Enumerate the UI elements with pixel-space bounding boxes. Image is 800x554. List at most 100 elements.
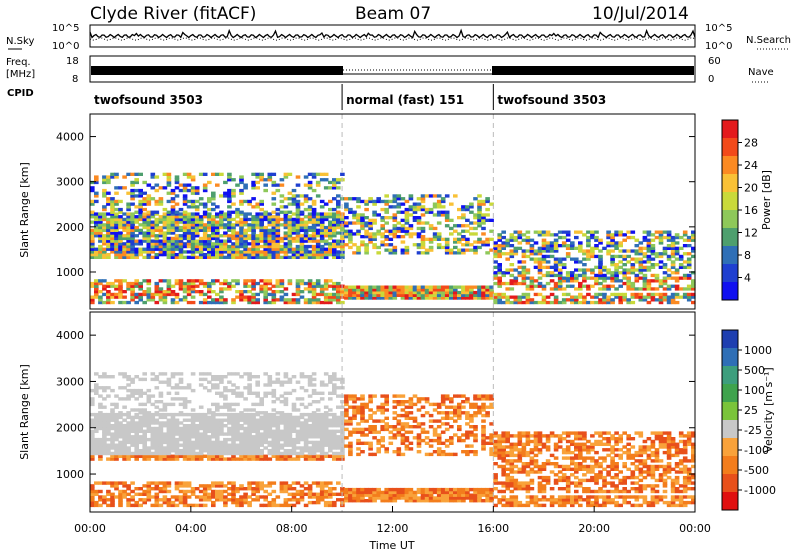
echo-cell	[98, 424, 103, 428]
echo-cell	[303, 454, 309, 458]
echo-cell	[360, 394, 365, 398]
echo-cell	[307, 449, 313, 453]
echo-cell	[247, 247, 252, 251]
echo-cell	[186, 183, 192, 187]
echo-cell	[440, 441, 446, 445]
echo-cell	[118, 281, 123, 286]
echo-cell	[251, 247, 256, 251]
echo-cell	[142, 429, 147, 433]
echo-cell	[646, 292, 652, 297]
echo-cell	[190, 429, 196, 433]
echo-cell	[263, 253, 268, 257]
echo-cell	[134, 457, 139, 461]
echo-cell	[545, 260, 551, 264]
echo-cell	[170, 424, 176, 428]
colorbar-swatch	[722, 174, 738, 193]
echo-cell	[674, 268, 680, 272]
echo-cell	[408, 296, 414, 300]
echo-cell	[279, 298, 285, 302]
echo-cell	[372, 427, 377, 432]
echo-cell	[440, 290, 446, 295]
echo-cell	[299, 432, 305, 436]
echo-cell	[198, 202, 204, 206]
echo-cell	[174, 180, 180, 185]
echo-cell	[574, 276, 579, 280]
echo-cell	[364, 202, 369, 206]
echo-cell	[610, 233, 615, 237]
echo-cell	[247, 386, 252, 390]
echo-cell	[118, 295, 123, 299]
echo-cell	[239, 449, 244, 453]
echo-cell	[323, 424, 329, 428]
echo-cell	[162, 446, 168, 450]
echo-cell	[198, 223, 204, 227]
echo-cell	[251, 402, 256, 407]
echo-cell	[295, 223, 301, 227]
echo-cell	[311, 412, 317, 417]
echo-cell	[291, 292, 297, 297]
echo-cell	[138, 503, 143, 508]
echo-cell	[98, 386, 103, 390]
echo-cell	[328, 212, 333, 216]
echo-cell	[372, 235, 377, 239]
echo-cell	[194, 234, 200, 238]
echo-cell	[497, 246, 502, 250]
echo-cell	[279, 247, 285, 251]
echo-cell	[323, 454, 329, 458]
echo-cell	[134, 412, 139, 417]
echo-cell	[618, 260, 623, 264]
echo-cell	[432, 232, 438, 236]
echo-cell	[436, 202, 442, 206]
echo-cell	[489, 218, 494, 222]
echo-cell	[630, 284, 636, 288]
echo-cell	[513, 246, 519, 250]
echo-cell	[150, 481, 156, 485]
echo-cell	[146, 298, 152, 302]
echo-cell	[215, 279, 220, 283]
echo-cell	[90, 228, 95, 232]
echo-cell	[102, 426, 107, 431]
echo-cell	[299, 495, 305, 499]
echo-cell	[267, 383, 273, 387]
echo-cell	[219, 250, 224, 254]
echo-cell	[537, 246, 543, 250]
echo-cell	[231, 223, 236, 227]
echo-cell	[114, 247, 119, 251]
echo-cell	[239, 202, 244, 206]
echo-cell	[332, 435, 337, 439]
echo-cell	[287, 220, 293, 224]
echo-cell	[465, 296, 470, 300]
echo-cell	[408, 490, 414, 495]
echo-cell	[190, 188, 196, 193]
echo-cell	[247, 415, 252, 420]
echo-cell	[440, 210, 446, 214]
echo-cell	[211, 244, 216, 249]
echo-cell	[299, 212, 305, 216]
echo-cell	[275, 449, 281, 453]
echo-cell	[332, 217, 337, 222]
echo-cell	[271, 380, 277, 384]
echo-cell	[259, 454, 264, 458]
echo-cell	[666, 244, 672, 248]
echo-cell	[348, 419, 353, 423]
echo-cell	[654, 276, 660, 280]
echo-cell	[553, 268, 559, 272]
echo-cell	[263, 394, 268, 398]
echo-cell	[332, 500, 337, 505]
echo-cell	[670, 254, 676, 259]
echo-cell	[408, 207, 414, 212]
echo-cell	[662, 287, 668, 291]
echo-cell	[336, 186, 341, 190]
echo-cell	[384, 400, 389, 404]
echo-cell	[190, 412, 196, 417]
echo-cell	[251, 426, 256, 431]
echo-cell	[384, 394, 389, 398]
echo-cell	[303, 443, 309, 447]
echo-cell	[368, 293, 373, 297]
echo-cell	[303, 300, 309, 305]
echo-cell	[303, 437, 309, 442]
echo-cell	[315, 500, 321, 505]
echo-cell	[287, 415, 293, 420]
echo-cell	[505, 287, 510, 291]
echo-cell	[586, 252, 591, 256]
